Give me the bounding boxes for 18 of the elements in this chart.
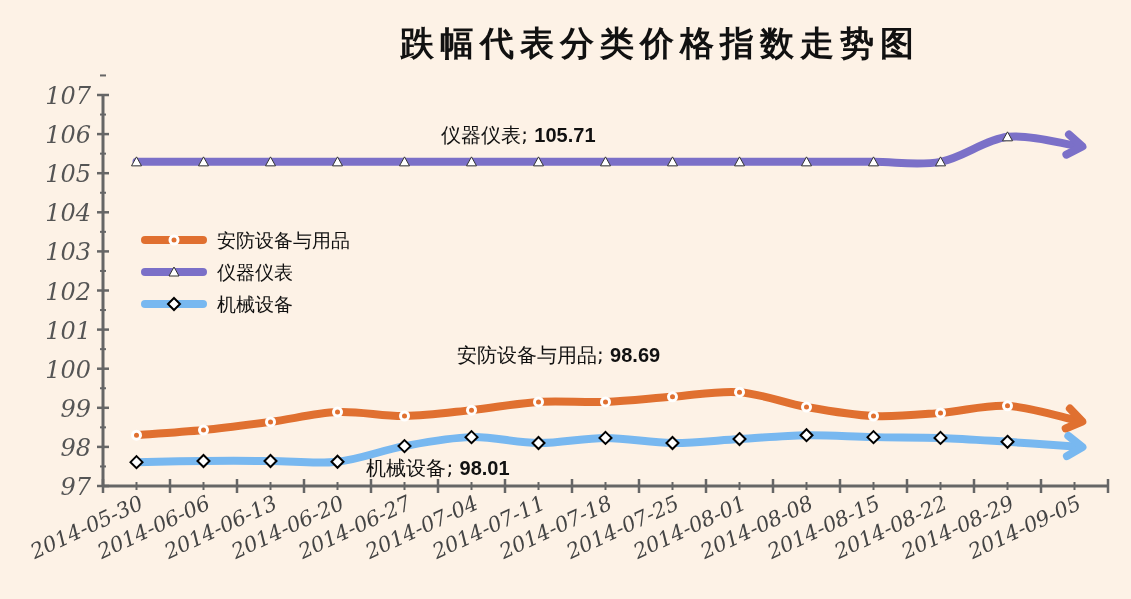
y-tick-label: 101 [45, 316, 91, 345]
y-tick-label: 103 [45, 238, 91, 267]
y-tick-label: 100 [45, 355, 91, 384]
y-tick-label: 105 [45, 160, 91, 189]
chart-title: 跌幅代表分类价格指数走势图 [399, 23, 920, 63]
y-tick-label: 107 [45, 82, 92, 110]
y-tick-label: 99 [60, 394, 91, 423]
y-tick-label: 106 [45, 121, 91, 150]
legend-label: 机械设备 [217, 293, 293, 315]
annotation: 机械设备; 98.01 [366, 455, 510, 480]
legend-label: 安防设备与用品 [217, 229, 350, 251]
y-tick-label: 98 [60, 433, 91, 462]
y-tick-label: 102 [45, 277, 91, 306]
y-tick-label: 97 [60, 473, 92, 501]
y-tick-label: 104 [45, 199, 91, 228]
legend-label: 仪器仪表 [217, 261, 293, 283]
annotation: 安防设备与用品; 98.69 [457, 343, 661, 368]
annotation: 仪器仪表; 105.71 [441, 122, 596, 147]
